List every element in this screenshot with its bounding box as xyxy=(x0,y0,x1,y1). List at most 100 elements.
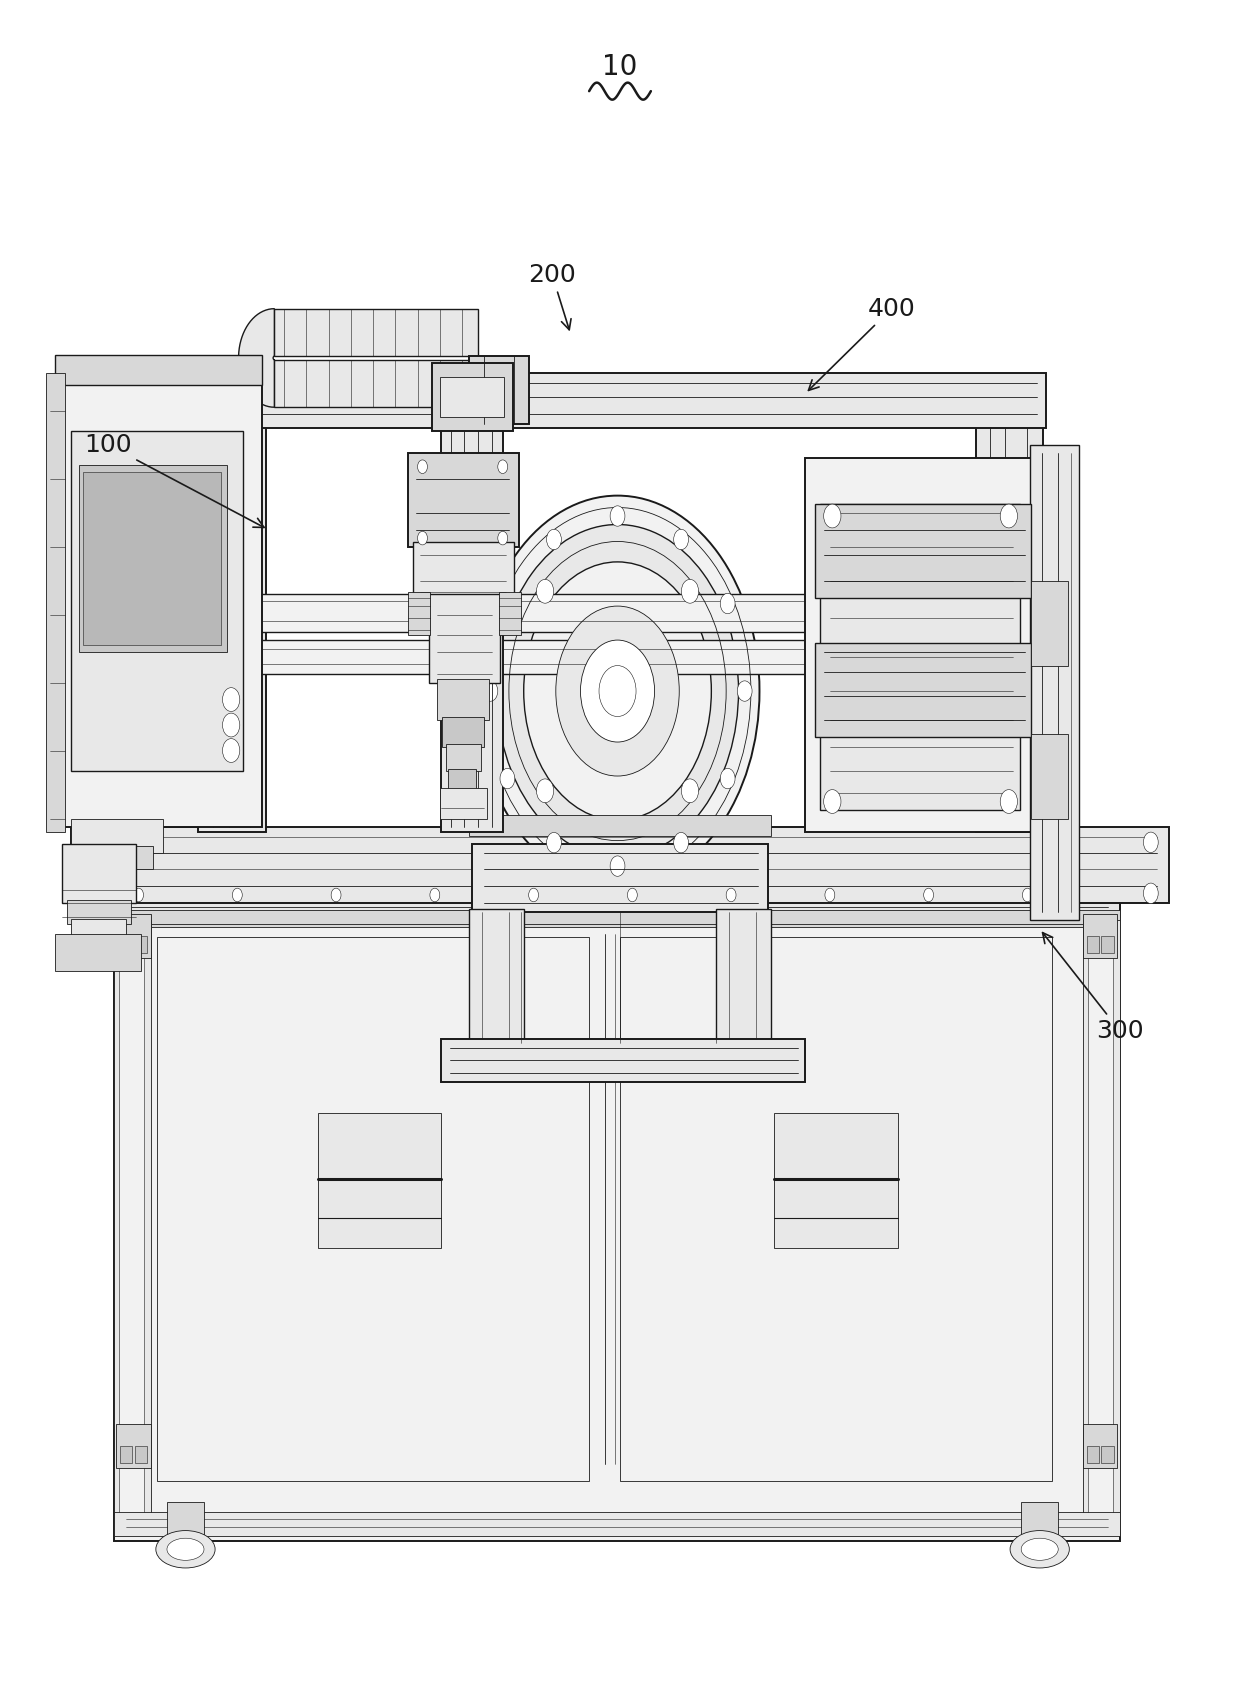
Bar xyxy=(408,592,430,634)
Circle shape xyxy=(496,525,739,858)
Bar xyxy=(440,377,503,418)
Circle shape xyxy=(547,529,562,549)
Circle shape xyxy=(222,713,239,737)
Circle shape xyxy=(482,680,497,701)
Bar xyxy=(433,363,512,431)
Circle shape xyxy=(232,888,242,902)
Circle shape xyxy=(134,888,144,902)
Bar xyxy=(71,818,164,852)
Bar xyxy=(114,921,151,1533)
Ellipse shape xyxy=(167,1538,205,1560)
Bar xyxy=(120,1446,133,1463)
Bar xyxy=(71,431,243,771)
Circle shape xyxy=(331,888,341,902)
Bar xyxy=(408,454,518,547)
Circle shape xyxy=(1001,789,1018,813)
Circle shape xyxy=(476,496,759,887)
Polygon shape xyxy=(238,309,274,407)
Bar xyxy=(67,938,119,963)
Text: 200: 200 xyxy=(528,263,577,329)
Circle shape xyxy=(580,639,655,742)
Bar xyxy=(1086,1446,1099,1463)
Bar xyxy=(1032,581,1068,665)
Circle shape xyxy=(418,532,428,546)
Ellipse shape xyxy=(1011,1531,1069,1569)
Circle shape xyxy=(537,580,554,604)
Bar xyxy=(55,355,262,385)
Bar xyxy=(717,909,770,1049)
Circle shape xyxy=(418,460,428,474)
Circle shape xyxy=(547,832,562,852)
Bar xyxy=(470,909,523,1049)
Bar xyxy=(815,643,1032,737)
Bar xyxy=(1083,914,1117,958)
Circle shape xyxy=(222,687,239,711)
Bar xyxy=(1022,1502,1058,1536)
Bar xyxy=(1086,936,1099,953)
Bar xyxy=(119,928,144,1526)
Bar xyxy=(71,919,126,946)
Ellipse shape xyxy=(1022,1538,1058,1560)
Circle shape xyxy=(825,888,835,902)
Circle shape xyxy=(727,888,737,902)
Bar xyxy=(114,1512,1120,1536)
Bar xyxy=(438,679,489,720)
Bar xyxy=(195,373,1045,428)
Circle shape xyxy=(497,532,507,546)
Bar xyxy=(440,788,486,818)
Circle shape xyxy=(1001,505,1018,529)
Bar xyxy=(472,844,768,912)
Bar xyxy=(470,356,528,425)
Bar xyxy=(317,1113,441,1248)
Bar xyxy=(79,465,227,651)
Bar xyxy=(498,592,521,634)
Text: 100: 100 xyxy=(84,433,264,527)
Bar xyxy=(62,844,136,904)
Bar xyxy=(117,1424,151,1468)
Bar xyxy=(198,425,265,832)
Bar xyxy=(55,934,141,972)
Bar xyxy=(71,827,1169,904)
Circle shape xyxy=(430,888,440,902)
Bar xyxy=(55,377,262,827)
Circle shape xyxy=(497,460,507,474)
Circle shape xyxy=(823,789,841,813)
Circle shape xyxy=(556,605,680,776)
Circle shape xyxy=(720,593,735,614)
Bar xyxy=(976,425,1043,832)
Bar xyxy=(441,407,502,832)
Circle shape xyxy=(681,779,698,803)
Bar xyxy=(1101,936,1114,953)
Circle shape xyxy=(738,680,753,701)
Circle shape xyxy=(500,593,515,614)
Bar xyxy=(774,1113,898,1248)
Circle shape xyxy=(1143,832,1158,852)
Circle shape xyxy=(537,779,554,803)
Ellipse shape xyxy=(156,1531,215,1569)
Bar xyxy=(274,360,479,407)
Bar xyxy=(135,936,148,953)
Bar xyxy=(443,716,484,747)
Circle shape xyxy=(500,769,515,789)
Bar xyxy=(114,883,1120,917)
Circle shape xyxy=(1023,888,1033,902)
Bar xyxy=(83,472,221,644)
Bar xyxy=(820,505,1021,810)
Circle shape xyxy=(673,832,688,852)
Circle shape xyxy=(673,529,688,549)
Bar xyxy=(135,1446,148,1463)
Circle shape xyxy=(528,888,538,902)
Bar xyxy=(413,542,513,600)
Bar xyxy=(470,815,770,835)
Bar xyxy=(1030,445,1079,921)
Circle shape xyxy=(720,769,735,789)
Text: 300: 300 xyxy=(1043,933,1143,1043)
Bar xyxy=(446,743,481,771)
Bar xyxy=(1083,921,1120,1533)
Circle shape xyxy=(523,563,712,820)
Bar xyxy=(1083,1424,1117,1468)
Bar xyxy=(449,769,476,793)
Bar xyxy=(620,938,1052,1482)
Bar xyxy=(114,910,1120,928)
Bar xyxy=(815,505,1032,597)
